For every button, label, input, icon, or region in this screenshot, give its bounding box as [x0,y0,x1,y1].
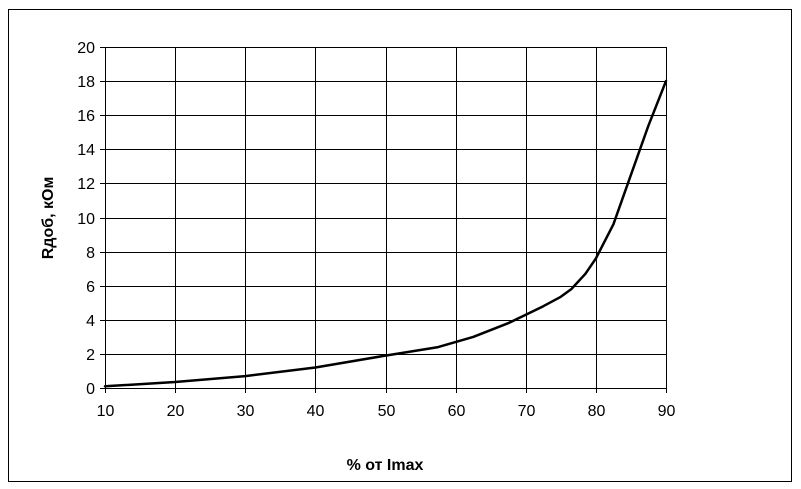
y-tick-label: 0 [86,381,95,398]
x-tick-label: 80 [588,403,606,420]
tick-labels: 0 2 4 6 8 10 12 14 16 18 20 10 20 30 40 50 60 70 80 90 [77,40,675,420]
x-tick-label: 40 [307,403,325,420]
y-tick-label: 8 [86,245,95,262]
y-tick-label: 4 [86,313,95,330]
series-line [103,79,668,388]
y-tick-label: 10 [77,211,95,228]
x-tick-label: 90 [658,403,676,420]
x-axis-title: % от Imax [347,457,424,474]
y-tick-label: 20 [77,40,95,57]
x-tick-label: 70 [518,403,536,420]
y-axis-title: Rдоб, кОм [40,177,57,260]
series-layer [103,79,668,388]
chart-border [8,9,792,482]
x-tick-label: 50 [378,403,396,420]
axes [100,47,667,393]
x-tick-label: 10 [97,403,115,420]
x-tick-label: 30 [237,403,255,420]
y-tick-label: 14 [77,142,95,159]
y-tick-label: 6 [86,279,95,296]
x-tick-label: 60 [448,403,466,420]
y-tick-label: 18 [77,74,95,91]
y-tick-label: 2 [86,347,95,364]
y-tick-label: 16 [77,108,95,125]
y-tick-label: 12 [77,176,95,193]
x-tick-label: 20 [167,403,185,420]
